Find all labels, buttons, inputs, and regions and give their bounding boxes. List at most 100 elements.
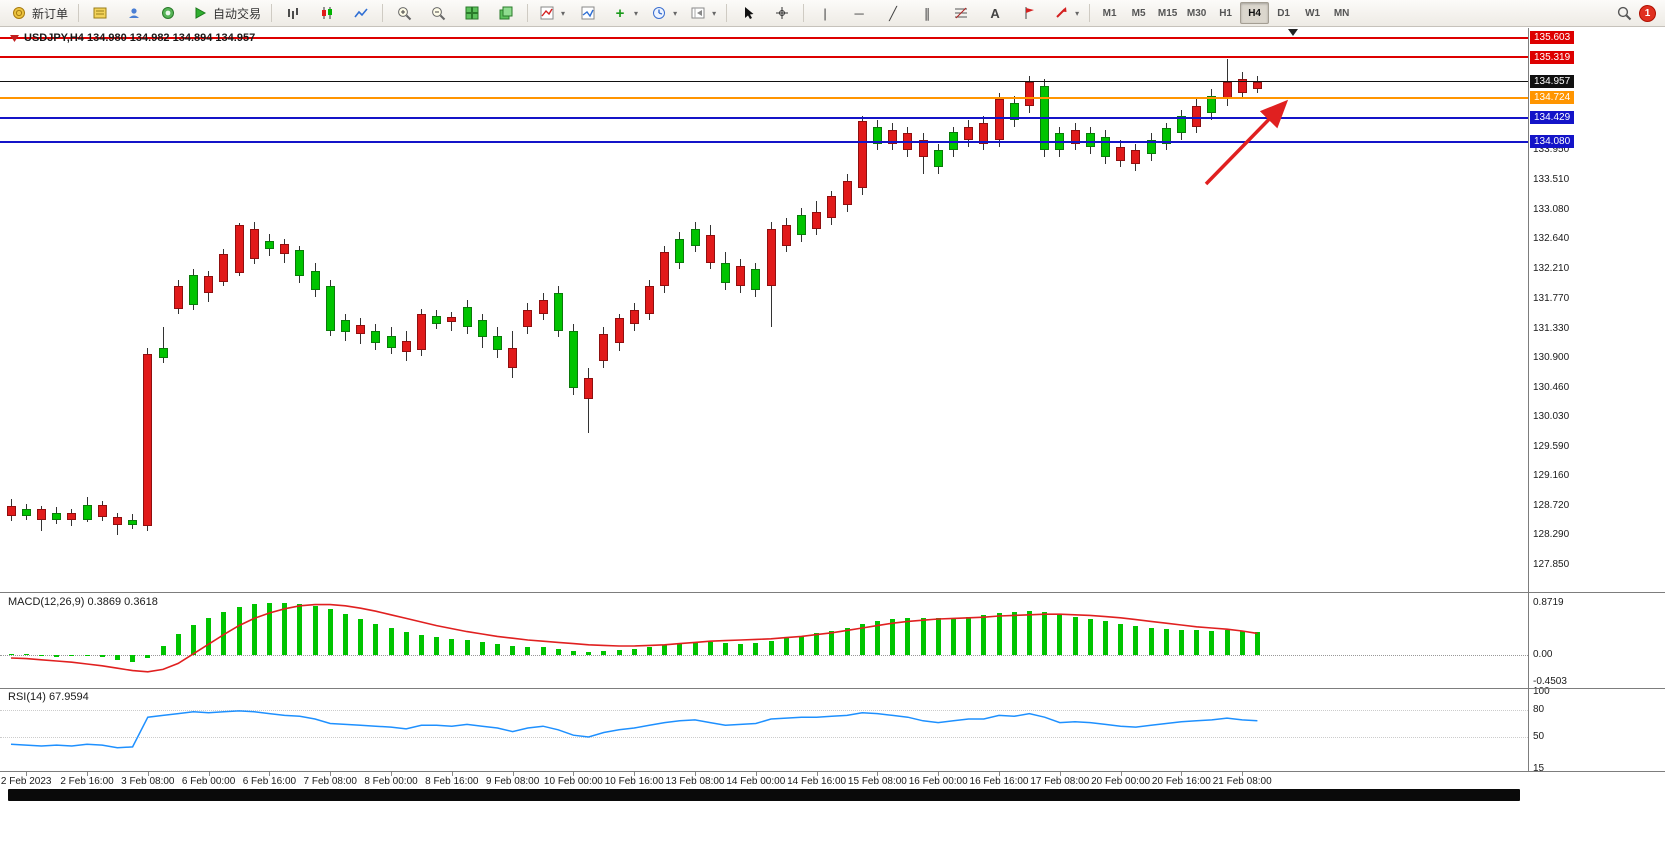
candle [204,276,214,294]
label-tool-button[interactable] [1013,1,1045,25]
time-tick [1242,772,1244,776]
timeframe-M1[interactable]: M1 [1102,7,1117,19]
symbol-icon [8,32,20,44]
time-label: 14 Feb 16:00 [787,776,847,787]
macd-histogram-bar [1042,611,1048,655]
candlestick-chart-button[interactable] [311,1,343,25]
line-chart-button[interactable] [345,1,377,25]
timeframe-M15[interactable]: M15 [1157,7,1178,19]
time-label: 7 Feb 08:00 [303,776,357,787]
horizontal-line-icon: ─ [854,5,864,21]
time-label: 6 Feb 00:00 [181,776,236,787]
candle [21,508,31,516]
time-label: 16 Feb 00:00 [908,776,968,787]
indicators-button[interactable]: ▾ [533,1,570,25]
time-label: 8 Feb 00:00 [364,776,418,787]
candle [310,270,320,290]
timeframe-W1[interactable]: W1 [1305,7,1321,19]
timeframe-M5[interactable]: M5 [1131,7,1146,19]
time-tick [147,772,149,776]
market-watch-button[interactable] [84,1,116,25]
macd-histogram-bar [540,647,546,655]
search-icon[interactable] [1615,4,1633,22]
timeframe-MN[interactable]: MN [1333,7,1350,19]
price-tick: 130.460 [1533,381,1570,393]
resistance-line[interactable] [0,36,1528,39]
macd-histogram-bar [677,643,683,655]
candle [386,336,396,348]
notifications-badge[interactable]: 1 [1639,4,1656,22]
time-tick [391,772,392,776]
autotrade-button[interactable]: 自动交易 [186,1,266,25]
macd-histogram-bar [145,655,151,658]
timeframe-H4[interactable]: H4 [1240,2,1270,24]
zoom-out-button[interactable] [422,1,454,25]
macd-histogram-bar [905,617,911,655]
crosshair-tool-button[interactable] [766,1,798,25]
resistance-line[interactable] [0,56,1528,59]
candle [295,250,305,277]
pivot-line[interactable] [0,96,1528,99]
chart-shift-button[interactable]: ▾ [684,1,721,25]
horizontal-line-tool-button[interactable]: ─ [843,1,875,25]
timeframe-M30[interactable]: M30 [1186,7,1207,19]
clock-icon [650,4,668,22]
macd-histogram-bar [1148,628,1154,655]
period-button[interactable]: ▾ [645,1,682,25]
rsi-label: RSI(14) 67.9594 [8,691,89,703]
candle [1252,81,1262,90]
macd-histogram-bar [449,638,455,655]
add-indicator-button[interactable]: + ▾ [606,1,643,25]
candle [97,504,107,517]
macd-histogram-bar [950,617,956,655]
macd-histogram-bar [570,650,576,655]
channel-tool-button[interactable]: ∥ [911,1,943,25]
candle [568,330,578,389]
timeframe-H1[interactable]: H1 [1219,7,1232,19]
macd-histogram-bar [494,644,500,655]
support-line[interactable] [0,116,1528,119]
zoom-in-button[interactable] [388,1,420,25]
candle [827,195,837,219]
candle [1237,79,1247,93]
candle [705,235,715,263]
support-line[interactable] [0,140,1528,143]
macd-panel-separator[interactable] [0,592,1665,593]
candle [918,140,928,158]
time-label: 21 Feb 08:00 [1212,776,1272,787]
candle [584,378,594,399]
macd-histogram-bar [1239,631,1245,655]
fibonacci-tool-button[interactable] [945,1,977,25]
dropdown-caret-icon: ▾ [1075,8,1080,18]
rsi-panel-separator[interactable] [0,688,1665,689]
time-tick [26,772,28,776]
macd-histogram-bar [1163,629,1169,655]
time-tick [755,772,757,776]
macd-histogram-bar [829,631,835,655]
bar-chart-button[interactable] [277,1,309,25]
tile-windows-button[interactable] [456,1,488,25]
candle [325,286,335,331]
horizontal-scrollbar[interactable] [8,789,1520,801]
vertical-line-tool-button[interactable]: | [809,1,841,25]
arrows-tool-button[interactable]: ▾ [1047,1,1084,25]
price-tick: 129.590 [1533,440,1570,452]
chart-shift-marker[interactable] [1288,29,1298,36]
templates-button[interactable] [572,1,604,25]
candlestick-chart-icon [318,4,336,22]
price-tick: 132.640 [1533,233,1570,245]
annotation-arrow[interactable] [1204,99,1289,186]
terminal-button[interactable] [152,1,184,25]
price-tick: 129.160 [1533,470,1570,482]
timeframe-D1[interactable]: D1 [1277,7,1290,19]
cascade-windows-button[interactable] [490,1,522,25]
candle [796,215,806,236]
trendline-tool-button[interactable]: ╱ [877,1,909,25]
navigator-button[interactable] [118,1,150,25]
macd-histogram-bar [783,638,789,655]
macd-histogram-bar [798,635,804,655]
cursor-tool-button[interactable] [732,1,764,25]
text-tool-button[interactable]: A [979,1,1011,25]
new-order-button[interactable]: 新订单 [5,1,73,25]
